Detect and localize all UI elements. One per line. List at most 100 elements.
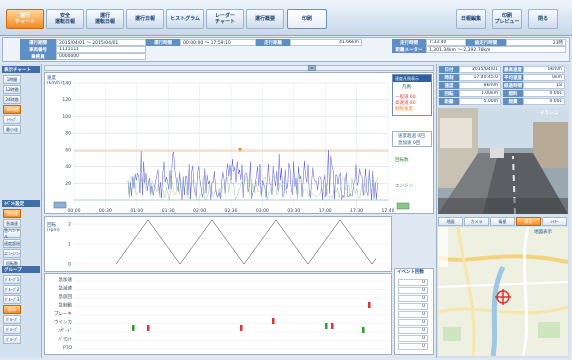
rpm-tick-label: 0 <box>68 262 71 268</box>
period-label: 運行期間 <box>20 39 56 46</box>
camera-label: ドラレコ <box>540 111 558 116</box>
sidebar-sub_buttons-0[interactable]: ｸﾞﾙｰﾌﾟ1 <box>3 275 21 284</box>
print-button[interactable]: 印刷 <box>287 9 327 29</box>
event-count-0: 0 <box>398 279 428 286</box>
stat-stats-label-3: 回転 <box>439 90 459 97</box>
distance-value: 41.66km <box>290 39 362 46</box>
sidebar-setting-header: ｲﾍﾞﾝﾄ設定 <box>2 200 40 207</box>
sidebar-sub_buttons-3[interactable]: 表示 <box>3 305 21 314</box>
map-tab-4[interactable]: ﾚｲﾔｰ <box>542 217 567 226</box>
sidebar-setting_buttons-0[interactable]: 急加速 <box>3 209 21 218</box>
sidebar-setting_buttons-2[interactable]: 急ハンドル <box>3 227 21 239</box>
distance-label: 走行距離 <box>256 39 290 46</box>
drive-time-value: 7:33:40 <box>426 39 466 46</box>
sidebar-chart_buttons-3[interactable]: 48時間 <box>3 105 21 114</box>
engine-series-label: エンジン <box>395 184 413 189</box>
stat-stats-label-4: 距離 <box>439 98 459 105</box>
stat-stats2-label-1: 平均速度 <box>503 74 523 81</box>
sidebar-chart_buttons-2[interactable]: 24時間 <box>3 95 21 104</box>
total-time-value: 23時 <box>506 39 566 46</box>
stat-stats2-value-0: 0km/h <box>523 66 565 73</box>
rpm-series-label: 回転数 <box>395 158 409 163</box>
driver-value: 0000000 <box>56 53 146 60</box>
range-marker-left <box>53 201 67 209</box>
speed-tick-label: 60 <box>65 147 71 153</box>
scroll-thumb[interactable]: ⇔ <box>308 65 316 71</box>
rpm-tick-label: 2 <box>68 222 71 228</box>
event-count-1: 0 <box>398 287 428 294</box>
toolbar-button-5[interactable]: レーダー チャート <box>206 9 244 29</box>
stat-stats2-label-3: 燃料 <box>503 90 523 97</box>
close-button[interactable]: 閉る <box>528 9 558 29</box>
stat-stats-value-2: 8km/h <box>459 82 501 89</box>
map-tab-3[interactable]: 表示 <box>516 217 541 226</box>
stat-stats-label-0: 日付 <box>439 66 459 73</box>
event-label: 急加速 <box>59 276 73 283</box>
time-tick-label: 17:00 <box>319 208 332 214</box>
vehicle-value: 1111111 <box>56 46 146 53</box>
map-tab-2[interactable]: 衛星 <box>490 217 515 226</box>
event-mark <box>362 327 365 333</box>
sidebar-sub_buttons-1[interactable]: ｸﾞﾙｰﾌﾟ2 <box>3 285 21 294</box>
sidebar-sub_buttons-6[interactable]: ｸﾞﾙｰﾌﾟ <box>3 335 21 344</box>
toolbar-button-2[interactable]: 運行 運転日報 <box>86 9 124 29</box>
event-label: 急旋回 <box>59 293 73 300</box>
current-marker <box>238 148 242 152</box>
legend-subtitle: 凡例 <box>402 85 411 90</box>
time-tick-label: 03:30 <box>287 208 300 214</box>
speed-series-line <box>127 149 378 201</box>
map-image <box>438 227 568 356</box>
odometer-value: 1,301.34km 〜 2,392.76km <box>426 46 566 53</box>
legend-item-1: 一般道 60 <box>395 95 416 100</box>
sidebar-setting_buttons-1[interactable]: 急減速 <box>3 219 21 228</box>
time-tick-label: 02:00 <box>193 208 206 214</box>
sidebar-chart_buttons-1[interactable]: 12時間 <box>3 85 21 94</box>
legend-status-1: 速度超過 0回 <box>398 134 425 139</box>
event-count-title: イベント回数 <box>397 270 424 275</box>
toolbar-button-4[interactable]: ヒストグラム <box>166 9 204 29</box>
sidebar-group-header: グループ <box>2 266 40 273</box>
stat-stats2-value-2: 18 <box>523 82 565 89</box>
map-search-label[interactable]: 地図表示 <box>534 230 552 235</box>
time-tick-label: 01:00 <box>130 208 143 214</box>
toolbar-button-3[interactable]: 運行日報 <box>126 9 164 29</box>
map-tab-0[interactable]: 地図 <box>438 217 463 226</box>
edit-report-button[interactable]: 日報編集 <box>456 9 486 29</box>
time-tick-label: 00:00 <box>68 208 81 214</box>
speed-tick-label: 80 <box>65 131 71 137</box>
sidebar-sub_buttons-2[interactable]: ｸﾞﾙｰﾌﾟ3 <box>3 295 21 304</box>
toolbar-button-1[interactable]: 安全 運転日報 <box>46 9 84 29</box>
map-view[interactable] <box>438 227 568 356</box>
event-count-2: 0 <box>398 295 428 302</box>
sidebar-setting_buttons-4[interactable]: エンジン <box>3 249 21 258</box>
legend-status-box <box>392 131 432 147</box>
time-scrollbar[interactable] <box>44 65 434 71</box>
sidebar-sub_buttons-4[interactable]: ｸﾞﾙｰﾌﾟ <box>3 315 21 324</box>
toolbar-button-0[interactable]: 運行 チャート <box>6 9 44 29</box>
stat-stats2-value-3: 0.00L <box>523 90 565 97</box>
sidebar-setting_buttons-3[interactable]: 速度超過 <box>3 239 21 248</box>
sidebar-chart_buttons-5[interactable]: 最小化 <box>3 125 21 134</box>
total-time-label: 総走行時間 <box>466 39 506 46</box>
event-mark <box>272 318 275 324</box>
sidebar-chart_buttons-4[interactable]: ﾄﾘｯﾌﾟ <box>3 115 21 124</box>
time-tick-label: 02:30 <box>225 208 238 214</box>
event-mark <box>147 325 150 331</box>
time-tick-label: 17:40 <box>382 208 395 214</box>
legend-item-3: 制限速度 <box>395 107 413 112</box>
vehicle-label: 車両番号 <box>20 46 56 53</box>
event-label: ﾊﾟｲﾛｯﾄ <box>59 336 73 343</box>
event-label: 急減速 <box>59 285 73 292</box>
print-preview-button[interactable]: 印刷 プレビュー <box>492 9 522 29</box>
speed-tick-label: 20 <box>65 181 71 187</box>
map-tab-1[interactable]: カメラ <box>464 217 489 226</box>
odometer-label: 距離メーター <box>392 46 426 53</box>
sidebar-sub_buttons-5[interactable]: ｸﾞﾙｰﾌﾟ <box>3 325 21 334</box>
range-marker-right <box>396 202 410 210</box>
toolbar-button-6[interactable]: 運行概要 <box>246 9 284 29</box>
stat-stats-value-4: 5.00m <box>459 98 501 105</box>
stat-stats2-value-1: 0km <box>523 74 565 81</box>
sidebar-chart_buttons-0[interactable]: 1時間 <box>3 75 21 84</box>
time-value: 00:00:00 〜 17:59:10 <box>180 39 256 46</box>
